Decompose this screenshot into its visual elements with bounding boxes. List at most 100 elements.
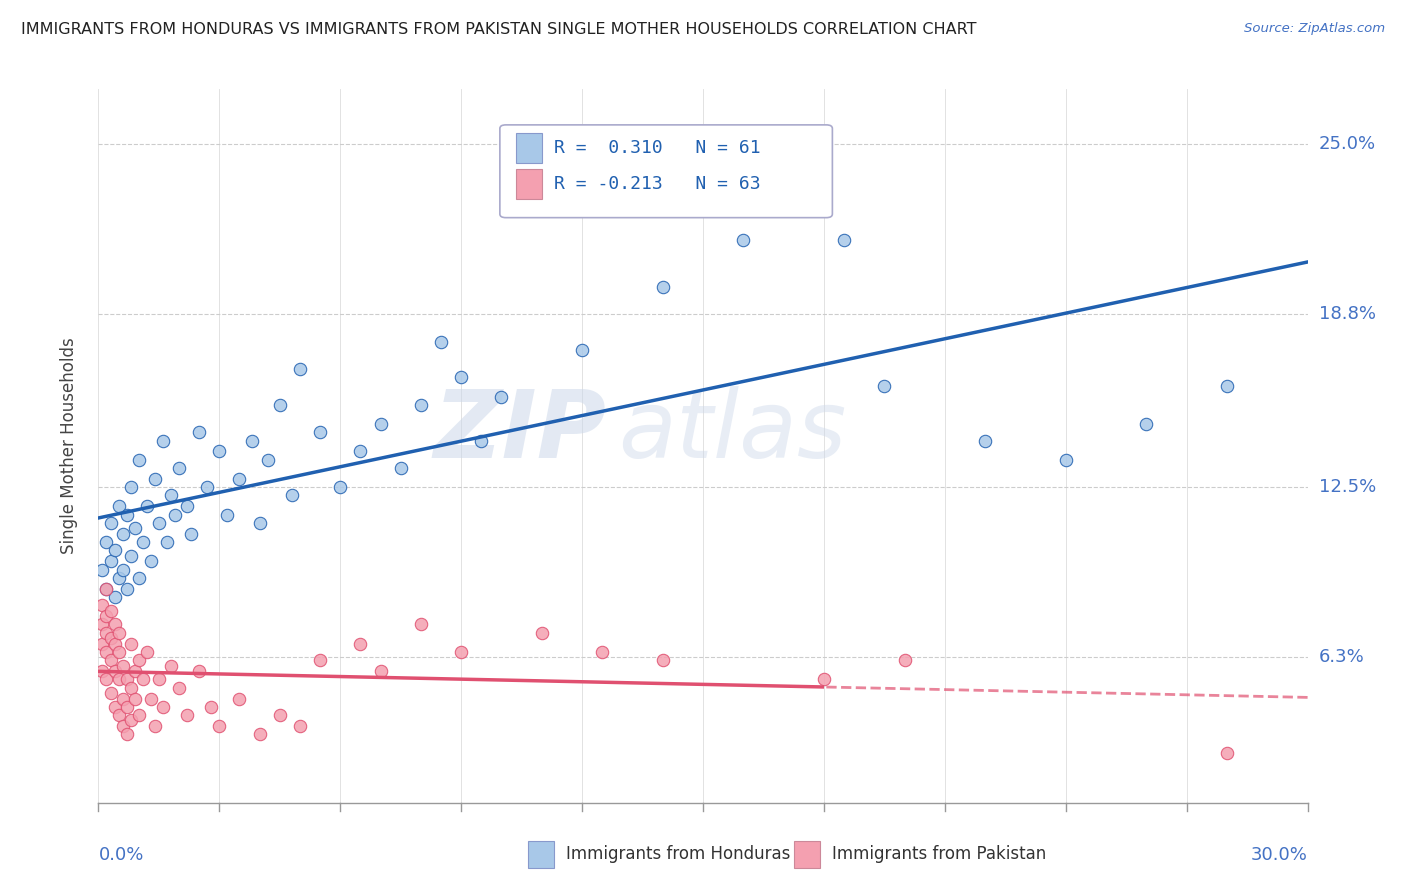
Point	[120, 637, 142, 651]
Point	[309, 425, 332, 440]
Point	[100, 604, 122, 618]
Point	[143, 472, 166, 486]
Point	[96, 673, 118, 687]
Point	[139, 554, 162, 568]
Point	[124, 691, 146, 706]
Point	[103, 543, 125, 558]
Point	[100, 631, 122, 645]
Point	[228, 472, 250, 486]
Point	[96, 625, 118, 640]
Point	[111, 526, 134, 541]
Point	[111, 691, 134, 706]
Point	[873, 378, 896, 392]
Point	[370, 664, 392, 678]
Point	[91, 598, 114, 612]
Point	[120, 714, 142, 728]
Point	[832, 233, 855, 247]
Point	[152, 699, 174, 714]
Point	[100, 653, 122, 667]
Point	[249, 516, 271, 530]
Point	[135, 500, 157, 514]
Point	[228, 691, 250, 706]
Point	[91, 562, 114, 576]
Point	[813, 673, 835, 687]
FancyBboxPatch shape	[516, 169, 543, 199]
Point	[115, 699, 138, 714]
Point	[176, 708, 198, 723]
Point	[103, 637, 125, 651]
Point	[111, 719, 134, 733]
Point	[128, 571, 150, 585]
Point	[111, 658, 134, 673]
Point	[733, 233, 755, 247]
Point	[176, 500, 198, 514]
Point	[148, 673, 170, 687]
Point	[128, 653, 150, 667]
Text: ZIP: ZIP	[433, 385, 606, 478]
Point	[188, 425, 211, 440]
Point	[115, 508, 138, 522]
Point	[167, 461, 190, 475]
Point	[160, 658, 183, 673]
Point	[143, 719, 166, 733]
Point	[470, 434, 492, 448]
Point	[115, 673, 138, 687]
Point	[107, 708, 129, 723]
Text: 18.8%: 18.8%	[1319, 305, 1375, 323]
Point	[217, 508, 239, 522]
Point	[793, 197, 815, 211]
FancyBboxPatch shape	[501, 125, 832, 218]
Point	[135, 645, 157, 659]
Point	[309, 653, 332, 667]
Point	[96, 582, 118, 596]
Point	[163, 508, 186, 522]
Point	[152, 434, 174, 448]
Point	[103, 590, 125, 604]
Point	[132, 673, 155, 687]
Point	[288, 719, 311, 733]
Point	[208, 719, 231, 733]
Point	[571, 343, 593, 357]
Point	[591, 645, 613, 659]
Point	[167, 681, 190, 695]
Point	[115, 582, 138, 596]
Text: 0.0%: 0.0%	[98, 846, 143, 863]
Point	[115, 727, 138, 741]
Point	[651, 280, 673, 294]
Point	[91, 637, 114, 651]
FancyBboxPatch shape	[516, 134, 543, 163]
Point	[103, 664, 125, 678]
Text: 25.0%: 25.0%	[1319, 135, 1376, 153]
Point	[200, 699, 222, 714]
Point	[269, 398, 291, 412]
Point	[288, 362, 311, 376]
Point	[96, 645, 118, 659]
Point	[91, 617, 114, 632]
Point	[107, 571, 129, 585]
Point	[100, 686, 122, 700]
Point	[491, 390, 513, 404]
Point	[107, 645, 129, 659]
Point	[120, 480, 142, 494]
Point	[329, 480, 352, 494]
Point	[91, 664, 114, 678]
Point	[389, 461, 412, 475]
Point	[450, 370, 472, 384]
Text: Source: ZipAtlas.com: Source: ZipAtlas.com	[1244, 22, 1385, 36]
Point	[208, 444, 231, 458]
Text: 30.0%: 30.0%	[1251, 846, 1308, 863]
Point	[893, 653, 915, 667]
Point	[195, 480, 218, 494]
Text: 6.3%: 6.3%	[1319, 648, 1364, 666]
Point	[107, 673, 129, 687]
Point	[349, 444, 371, 458]
Text: R =  0.310   N = 61: R = 0.310 N = 61	[554, 139, 761, 157]
Point	[103, 617, 125, 632]
Point	[100, 554, 122, 568]
Point	[148, 516, 170, 530]
Point	[1216, 378, 1239, 392]
Point	[111, 562, 134, 576]
Point	[281, 488, 304, 502]
Point	[530, 625, 553, 640]
Point	[349, 637, 371, 651]
